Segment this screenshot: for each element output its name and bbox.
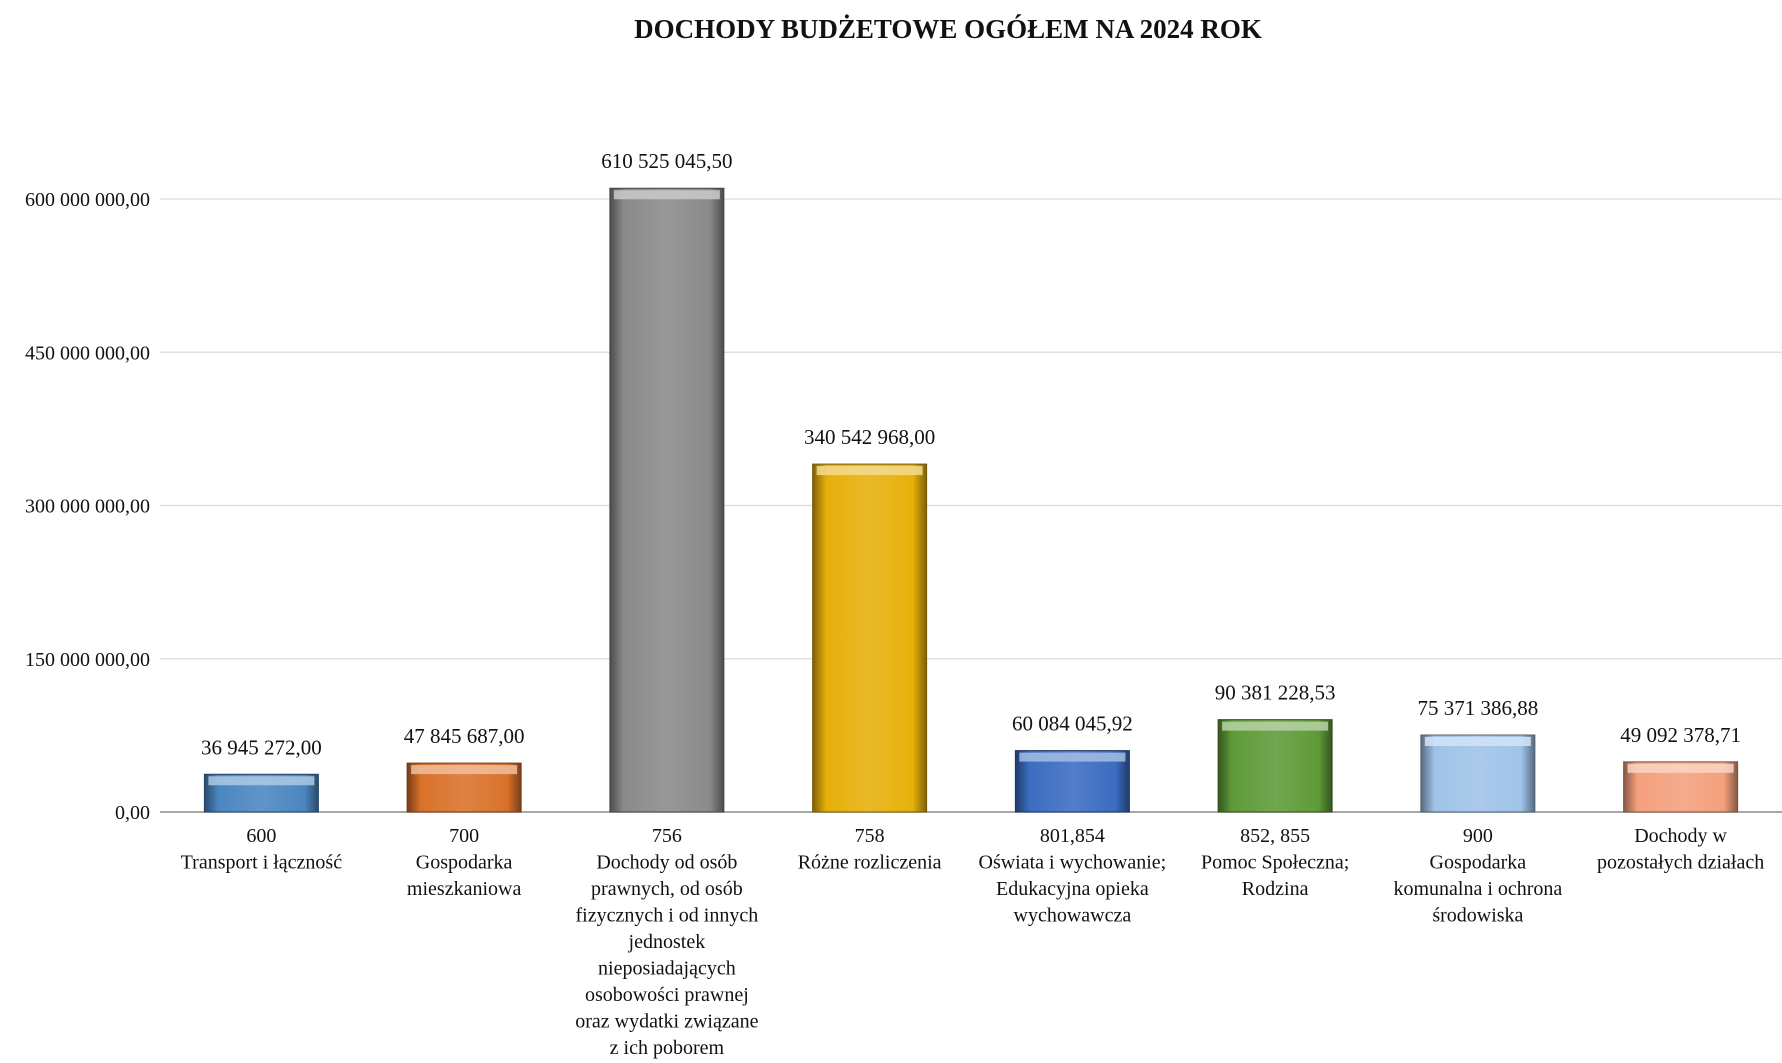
x-tick-label: Dochody w pozostałych działach <box>1597 825 1764 874</box>
x-tick-label: 700 Gospodarka mieszkaniowa <box>407 825 522 900</box>
bar-bevel <box>816 466 923 476</box>
bar-bevel <box>1019 752 1126 762</box>
x-tick-label: 600 Transport i łączność <box>181 825 343 874</box>
gridlines <box>160 198 1782 813</box>
data-label: 75 371 386,88 <box>1418 696 1539 720</box>
y-tick-label: 450 000 000,00 <box>25 342 150 364</box>
y-tick-label: 150 000 000,00 <box>25 649 150 671</box>
data-label: 49 092 378,71 <box>1620 723 1741 747</box>
y-tick-label: 600 000 000,00 <box>25 189 150 211</box>
bar <box>812 463 928 813</box>
y-tick-label: 300 000 000,00 <box>25 496 150 518</box>
data-label: 47 845 687,00 <box>404 724 525 748</box>
bar-bevel <box>1424 736 1531 746</box>
bar <box>1420 734 1536 813</box>
x-tick-label: 758 Różne rozliczenia <box>798 825 942 874</box>
bar-bevel <box>1222 721 1329 731</box>
bars <box>203 187 1739 813</box>
data-labels: 36 945 272,00 47 845 687,00 610 525 045,50… <box>201 149 1741 759</box>
bar-bevel <box>411 765 518 775</box>
bar-bevel <box>1627 763 1734 773</box>
chart-title: DOCHODY BUDŻETOWE OGÓŁEM NA 2024 ROK <box>634 14 1262 44</box>
x-axis-categories: 600 Transport i łączność 700 Gospodarka mies… <box>181 825 1765 1059</box>
bar <box>1217 719 1333 813</box>
data-label: 60 084 045,92 <box>1012 712 1133 736</box>
y-axis-ticks: 0,00 150 000 000,00 300 000 000,00 450 000 … <box>25 189 150 824</box>
bar-bevel <box>613 190 720 200</box>
bar <box>609 187 725 813</box>
data-label: 90 381 228,53 <box>1215 681 1336 705</box>
data-label: 340 542 968,00 <box>804 425 935 449</box>
y-tick-label: 0,00 <box>115 802 150 824</box>
x-tick-label: 756 Dochody od osób prawnych, od osób fizyc… <box>575 825 758 1059</box>
data-label: 610 525 045,50 <box>601 149 732 173</box>
bar-bevel <box>208 776 315 786</box>
data-label: 36 945 272,00 <box>201 735 322 759</box>
x-tick-label: 801,854 Oświata i wychowanie; Edukacyjna o… <box>979 825 1167 927</box>
x-tick-label: 900 Gospodarka komunalna i ochrona środowis… <box>1393 825 1562 927</box>
x-tick-label: 852, 855 Pomoc Społeczna; Rodzina <box>1201 825 1349 900</box>
